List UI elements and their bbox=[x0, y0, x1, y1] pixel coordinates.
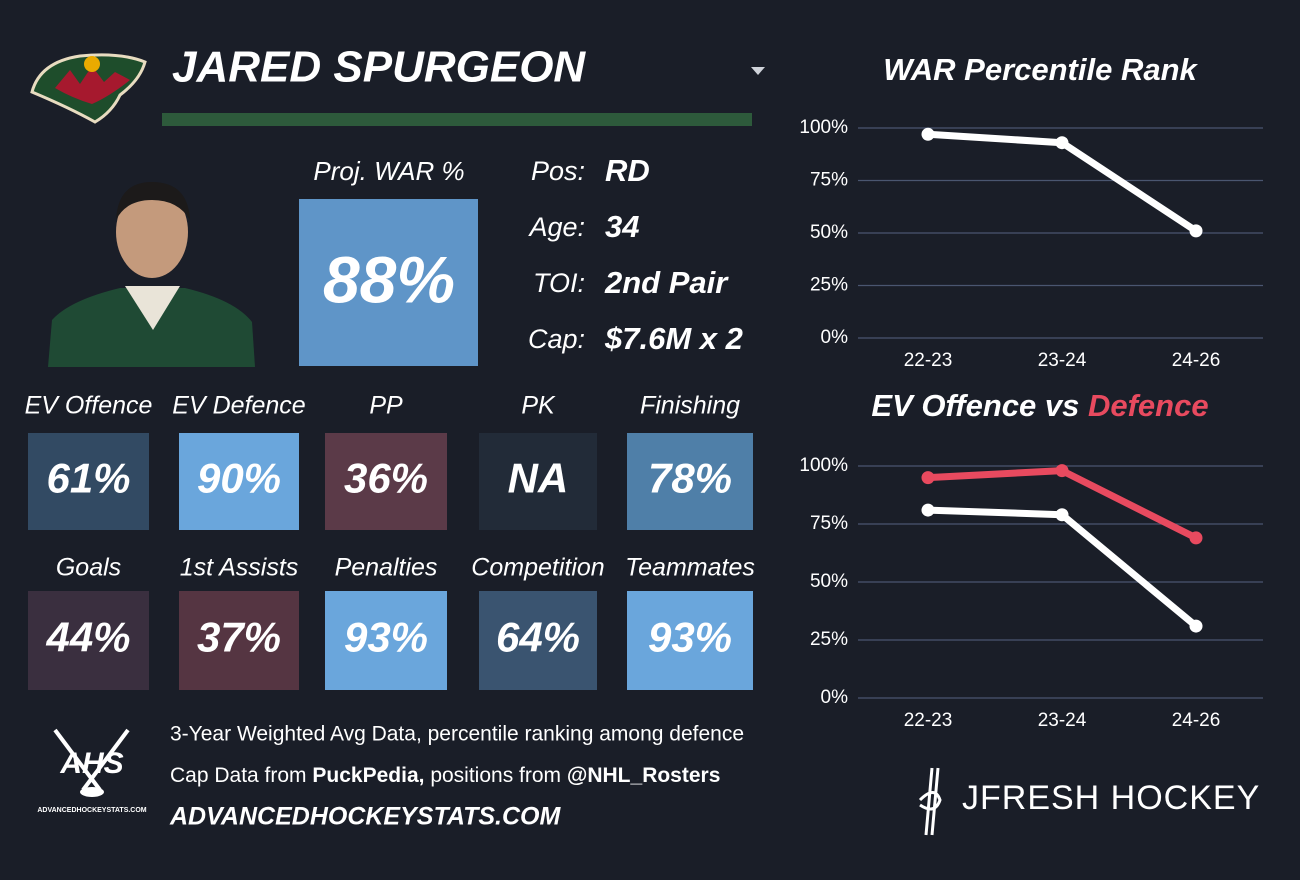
tile-value: 36% bbox=[344, 455, 428, 502]
tile-box bbox=[28, 433, 149, 530]
y-tick-label: 0% bbox=[821, 687, 849, 708]
player-name: JARED SPURGEON bbox=[172, 43, 586, 92]
data-point bbox=[1055, 508, 1069, 522]
y-tick-label: 50% bbox=[810, 571, 848, 592]
data-point bbox=[1189, 531, 1203, 545]
y-tick-label: 100% bbox=[799, 455, 848, 476]
tile-value: 64% bbox=[496, 614, 580, 661]
tile-value: 44% bbox=[45, 614, 130, 661]
headline-label: Proj. WAR % bbox=[313, 156, 464, 186]
tile-label: Teammates bbox=[625, 554, 755, 582]
y-tick-label: 0% bbox=[821, 327, 849, 348]
data-point bbox=[1189, 224, 1203, 238]
ahs-logo-text: AHS bbox=[59, 747, 123, 780]
x-tick-label: 24-26 bbox=[1172, 710, 1221, 731]
tile-box bbox=[479, 591, 597, 690]
footer-site: ADVANCEDHOCKEYSTATS.COM bbox=[169, 803, 561, 831]
brand-icon bbox=[918, 767, 942, 836]
y-tick-label: 25% bbox=[810, 629, 848, 650]
footer-note: 3-Year Weighted Avg Data, percentile ran… bbox=[170, 723, 744, 746]
data-point bbox=[921, 127, 935, 141]
data-point bbox=[921, 471, 935, 485]
tile-box bbox=[627, 591, 753, 690]
headline-box bbox=[299, 199, 478, 366]
footer-sources: Cap Data from PuckPedia, positions from … bbox=[170, 764, 720, 787]
tile-label: Goals bbox=[56, 554, 121, 582]
tile-label: 1st Assists bbox=[180, 554, 299, 582]
source-text: Cap Data from bbox=[170, 764, 307, 787]
tile-label: PP bbox=[369, 392, 403, 420]
tile-label: Finishing bbox=[640, 392, 740, 420]
info-label: Cap: bbox=[528, 324, 585, 354]
tile-label: Penalties bbox=[335, 554, 438, 582]
title-joiner: vs bbox=[1045, 388, 1079, 423]
y-tick-label: 25% bbox=[810, 275, 848, 296]
tile-box bbox=[627, 433, 753, 530]
legend-entry: EV Offence bbox=[871, 388, 1036, 423]
team-logo bbox=[30, 53, 147, 124]
data-point bbox=[921, 503, 935, 517]
x-tick-label: 22-23 bbox=[904, 350, 953, 371]
tile-value: 93% bbox=[648, 614, 732, 661]
tile-value: 93% bbox=[344, 614, 428, 661]
tile-box bbox=[479, 433, 597, 530]
tile-value: 37% bbox=[197, 614, 281, 661]
tile-value: 61% bbox=[46, 455, 130, 502]
y-tick-label: 75% bbox=[810, 513, 848, 534]
info-value: 34 bbox=[605, 209, 639, 244]
tile-box bbox=[179, 591, 299, 690]
source-link: PuckPedia, bbox=[312, 764, 424, 787]
tile-label: EV Offence bbox=[25, 392, 153, 420]
tile-value: 78% bbox=[648, 455, 732, 502]
stat-tiles: EV Offence 61% EV Defence 90% PP 36% PK NA Finis… bbox=[25, 392, 755, 690]
tile-label: EV Defence bbox=[172, 392, 305, 420]
headline-value: 88% bbox=[323, 242, 455, 316]
x-tick-label: 23-24 bbox=[1038, 710, 1087, 731]
info-list: Pos: RD Age: 34 TOI: 2nd Pair Cap: $7.6M x 2 bbox=[527, 153, 742, 356]
tile-label: Competition bbox=[471, 554, 604, 582]
legend-entry: Defence bbox=[1088, 388, 1209, 423]
chart-title: EV Offence vs Defence bbox=[871, 388, 1208, 423]
info-value: RD bbox=[605, 153, 650, 188]
charts: 0% 25% 50% 75% 100% 22-23 23-24 24-26 0% 25% 50% 75… bbox=[799, 117, 1263, 731]
dropdown-toggle[interactable] bbox=[751, 67, 765, 75]
data-point bbox=[1189, 619, 1203, 633]
chart-title: WAR Percentile Rank bbox=[883, 52, 1198, 87]
tile-box bbox=[325, 433, 447, 530]
ahs-logo-caption: ADVANCEDHOCKEYSTATS.COM bbox=[37, 807, 146, 814]
tile-value: 90% bbox=[197, 455, 281, 502]
source-text: positions from bbox=[430, 764, 561, 787]
brand-name: JFRESH HOCKEY bbox=[962, 779, 1260, 817]
y-tick-label: 50% bbox=[810, 222, 848, 243]
data-point bbox=[1055, 464, 1069, 478]
x-tick-label: 23-24 bbox=[1038, 350, 1087, 371]
info-value: 2nd Pair bbox=[604, 265, 729, 300]
ahs-logo: AHS ADVANCEDHOCKEYSTATS.COM bbox=[37, 728, 147, 814]
player-photo bbox=[48, 182, 255, 367]
y-tick-label: 75% bbox=[810, 170, 848, 191]
x-tick-label: 22-23 bbox=[904, 710, 953, 731]
x-tick-label: 24-26 bbox=[1172, 350, 1221, 371]
data-point bbox=[1055, 136, 1069, 150]
y-tick-label: 100% bbox=[799, 117, 848, 138]
tile-box bbox=[28, 591, 149, 690]
tile-label: PK bbox=[521, 392, 556, 420]
tile-value: NA bbox=[508, 455, 569, 502]
tile-box bbox=[179, 433, 299, 530]
info-value: $7.6M x 2 bbox=[604, 321, 743, 356]
team-bar bbox=[162, 113, 752, 126]
tile-box bbox=[325, 591, 447, 690]
info-label: Pos: bbox=[531, 156, 585, 186]
info-label: TOI: bbox=[533, 268, 585, 298]
info-label: Age: bbox=[527, 212, 585, 242]
source-link: @NHL_Rosters bbox=[567, 764, 721, 787]
